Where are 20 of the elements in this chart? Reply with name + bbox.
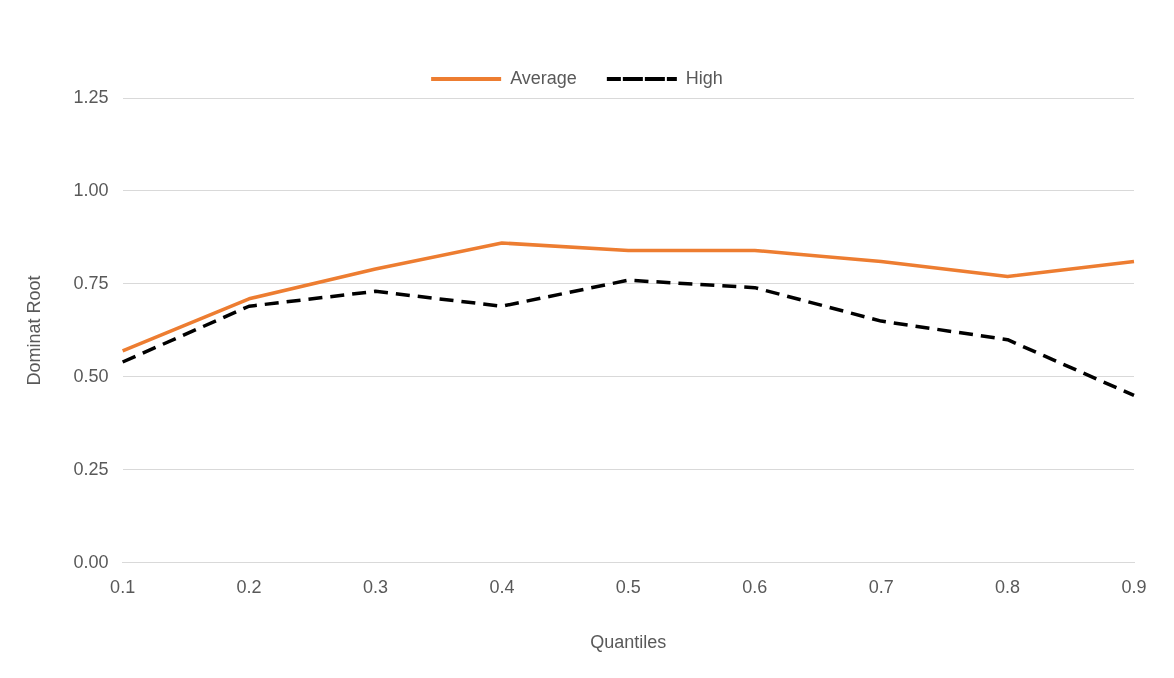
x-axis-title: Quantiles [590, 632, 667, 653]
x-tick-label: 0.7 [868, 576, 894, 597]
y-axis-title: Dominat Root [23, 275, 44, 386]
x-tick-label: 0.9 [1121, 576, 1147, 597]
y-tick-label: 0.50 [73, 365, 109, 386]
y-tick-label: 1.00 [73, 179, 109, 200]
x-tick-label: 0.6 [742, 576, 768, 597]
y-tick-label: 1.25 [73, 86, 109, 107]
x-tick-label: 0.2 [236, 576, 262, 597]
x-tick-label: 0.8 [995, 576, 1021, 597]
x-tick-label: 0.1 [110, 576, 136, 597]
line-series [120, 278, 1136, 398]
y-tick-label: 0.25 [73, 458, 109, 479]
y-tick-label: 0.75 [73, 272, 109, 293]
x-tick-label: 0.5 [615, 576, 641, 597]
legend-label: High [685, 67, 723, 88]
x-tick-label: 0.4 [489, 576, 515, 597]
y-tick-label: 0.00 [73, 551, 109, 572]
legend-label: Average [510, 67, 577, 88]
x-tick-label: 0.3 [362, 576, 388, 597]
